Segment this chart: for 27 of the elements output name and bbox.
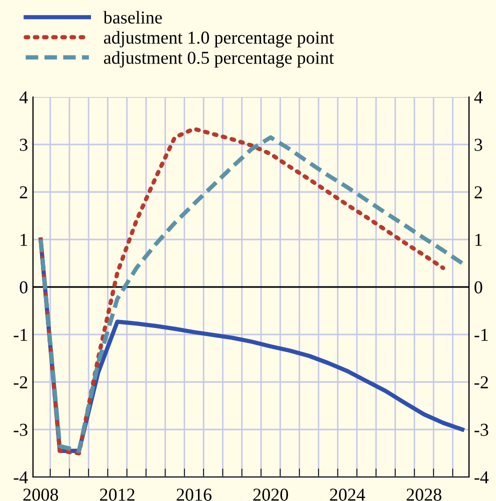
- x-tick-label: 2024: [330, 488, 366, 501]
- y2-tick-label: 0: [474, 281, 482, 294]
- y2-tick-label: 3: [474, 138, 482, 151]
- y2-tick-label: 4: [474, 91, 483, 104]
- x-tick-label: 2008: [23, 488, 58, 501]
- legend-label: adjustment 0.5 percentage point: [104, 51, 334, 68]
- y-tick-label: -2: [14, 376, 28, 388]
- y2-tick-label: -3: [474, 424, 488, 436]
- y-tick-label: 4: [19, 91, 28, 104]
- y2-tick-label: 1: [475, 234, 482, 246]
- x-tick-label: 2020: [253, 488, 288, 501]
- y-tick-label: -4: [14, 471, 28, 484]
- y-tick-label: 0: [20, 281, 28, 294]
- y2-tick-label: -1: [474, 328, 488, 341]
- legend-label: baseline: [103, 10, 162, 24]
- x-tick-label: 2012: [100, 488, 134, 501]
- y-tick-label: -1: [14, 328, 28, 341]
- y-tick-label: 3: [20, 138, 28, 151]
- x-tick-label: 2016: [176, 488, 212, 501]
- x-tick-label: 2028: [406, 488, 442, 501]
- y2-tick-label: 2: [474, 186, 482, 198]
- legend-label: adjustment 1.0 percentage point: [104, 31, 334, 48]
- y2-tick-label: -2: [474, 376, 488, 388]
- y2-tick-label: -4: [474, 471, 489, 484]
- y-tick-label: 1: [20, 234, 28, 246]
- y-tick-label: -3: [14, 424, 28, 436]
- y-tick-label: 2: [20, 186, 28, 198]
